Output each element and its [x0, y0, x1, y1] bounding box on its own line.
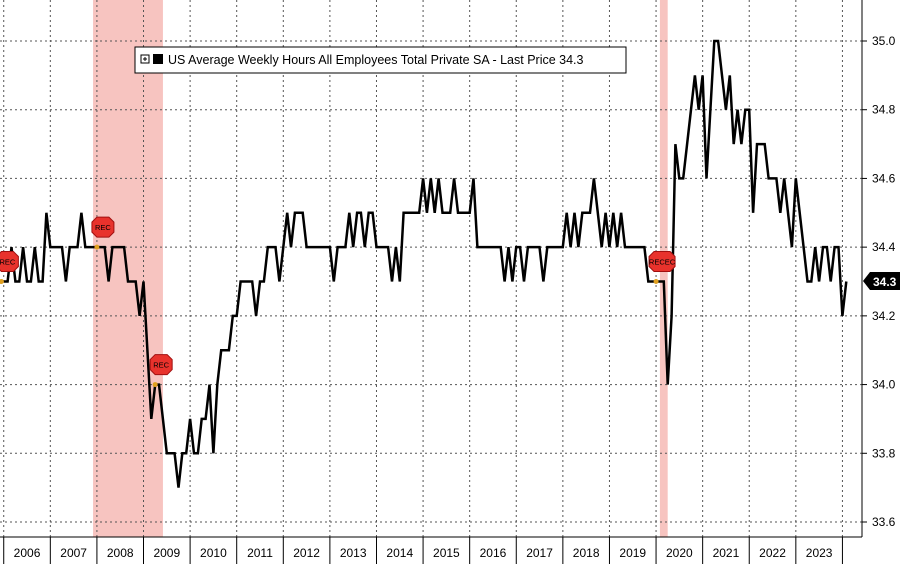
last-price-badge: 34.3 [863, 272, 900, 290]
x-tick-label: 2007 [60, 546, 87, 560]
x-tick-label: 2008 [107, 546, 134, 560]
x-tick-label: 2006 [14, 546, 41, 560]
x-tick-label: 2018 [573, 546, 600, 560]
legend: US Average Weekly Hours All Employees To… [134, 46, 627, 74]
x-tick-label: 2011 [247, 546, 273, 560]
rec-marker-icon [0, 251, 19, 272]
y-tick-label: 34.0 [872, 378, 896, 392]
x-tick-label: 2021 [713, 546, 740, 560]
y-tick-label: 34.2 [872, 309, 896, 323]
x-tick-label: 2017 [526, 546, 553, 560]
rec-marker-icon [149, 354, 173, 376]
rec-marker-dot [0, 279, 4, 284]
rec-marker-dot [152, 382, 158, 388]
y-tick-label: 34.6 [872, 171, 896, 185]
x-tick-label: 2010 [200, 546, 227, 560]
rec-marker-dot [653, 279, 659, 284]
x-tick-label: 2016 [480, 546, 507, 560]
series-line [3, 39, 848, 488]
x-tick-label: 2009 [153, 546, 180, 560]
x-tick-label: 2020 [666, 546, 693, 560]
x-tick-label: 2012 [293, 546, 320, 560]
x-tick-labels: 2006 2007 2008 2009 2010 2011 2012 2013 2014 2015… [0, 536, 862, 564]
legend-box [134, 46, 627, 74]
rec-marker-label: REC [0, 258, 16, 267]
x-tick-label: 2014 [386, 546, 413, 560]
last-price-arrow [863, 272, 900, 290]
x-tick-label: 2015 [433, 546, 460, 560]
legend-swatch [153, 54, 163, 64]
y-tick-label: 34.4 [872, 240, 896, 254]
rec-marker-icon [91, 216, 115, 238]
rec-marker-label: RECEC [649, 258, 676, 267]
y-tick-label: 34.8 [872, 103, 896, 117]
x-tick-label: 2019 [619, 546, 646, 560]
rec-marker-icon [648, 251, 676, 272]
legend-series-name: US Average Weekly Hours All Employees To… [168, 53, 559, 67]
series-group [3, 39, 848, 488]
legend-last-value: 34.3 [559, 53, 583, 67]
y-tick-labels: 33.6 33.8 34.0 34.2 34.4 34.6 34.8 35.0 [862, 34, 896, 529]
rec-marker-dot [94, 244, 100, 250]
rec-marker-label: REC [153, 361, 169, 370]
recession-band [93, 0, 163, 537]
last-price-label: 34.3 [873, 275, 897, 289]
y-tick-label: 33.6 [872, 515, 896, 529]
x-tick-label: 2022 [759, 546, 786, 560]
x-tick-label: 2013 [340, 546, 367, 560]
recession-bands [93, 0, 668, 537]
y-tick-label: 35.0 [872, 34, 896, 48]
legend-label: US Average Weekly Hours All Employees To… [168, 53, 584, 67]
y-tick-label: 33.8 [872, 446, 896, 460]
recession-markers: REC REC REC RECEC [0, 216, 676, 388]
x-tick-label: 2023 [806, 546, 833, 560]
rec-marker-label: REC [95, 223, 111, 232]
